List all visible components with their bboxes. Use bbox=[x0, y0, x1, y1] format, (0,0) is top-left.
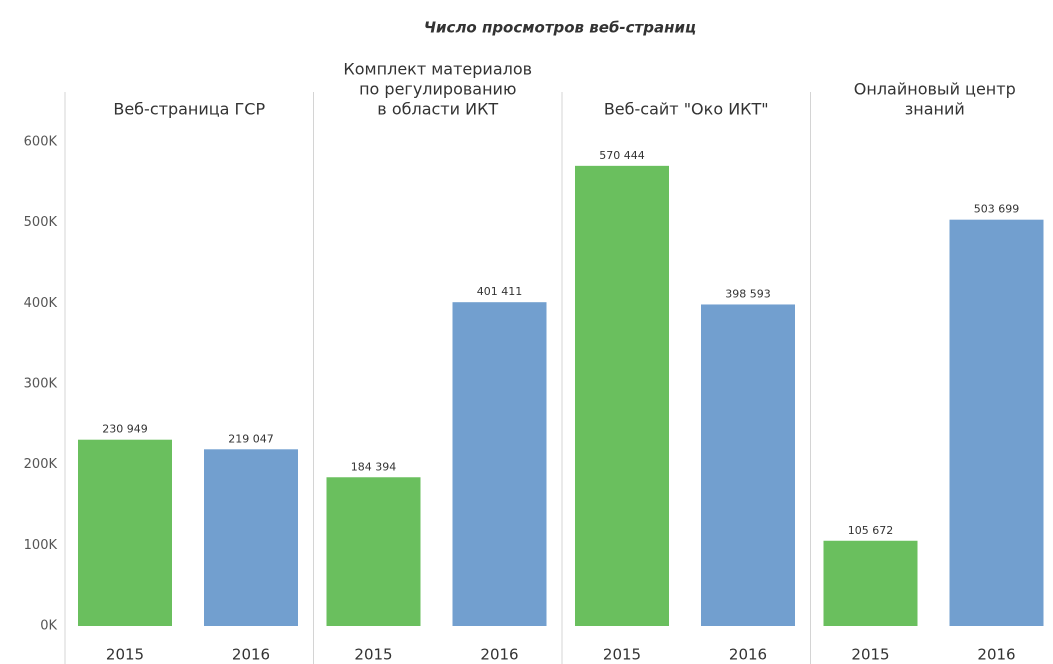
x-tick-label: 2015 bbox=[106, 646, 144, 664]
panel-header: Веб-страница ГСР bbox=[113, 100, 265, 119]
value-label: 401 411 bbox=[477, 285, 523, 298]
panel-header: по регулированию bbox=[359, 80, 516, 99]
value-label: 184 394 bbox=[351, 460, 397, 473]
x-tick-label: 2016 bbox=[232, 646, 270, 664]
y-tick-label: 600K bbox=[24, 135, 58, 150]
bar bbox=[78, 439, 172, 626]
value-label: 398 593 bbox=[725, 287, 771, 300]
x-tick-label: 2016 bbox=[729, 646, 767, 664]
panel-header: в области ИКТ bbox=[377, 100, 498, 119]
x-tick-label: 2015 bbox=[851, 646, 889, 664]
panel-header: Онлайновый центр bbox=[854, 80, 1016, 99]
y-tick-label: 100K bbox=[24, 538, 58, 553]
y-tick-label: 0K bbox=[40, 619, 57, 634]
bar bbox=[701, 304, 795, 626]
bar bbox=[823, 540, 918, 626]
value-label: 105 672 bbox=[848, 524, 894, 537]
value-label: 503 699 bbox=[974, 203, 1020, 216]
value-label: 570 444 bbox=[599, 149, 645, 162]
value-label: 219 047 bbox=[228, 432, 274, 445]
x-tick-label: 2015 bbox=[603, 646, 641, 664]
bar bbox=[204, 449, 298, 626]
panel-header: знаний bbox=[905, 100, 965, 119]
bar bbox=[575, 165, 669, 626]
y-tick-label: 200K bbox=[24, 457, 58, 472]
x-tick-label: 2015 bbox=[354, 646, 392, 664]
chart-title: Число просмотров веб-страниц bbox=[424, 19, 696, 37]
value-label: 230 949 bbox=[102, 423, 148, 436]
y-tick-label: 400K bbox=[24, 296, 58, 311]
panel-header: Комплект материалов bbox=[343, 60, 532, 79]
x-tick-label: 2016 bbox=[480, 646, 518, 664]
y-tick-label: 300K bbox=[24, 377, 58, 392]
x-tick-label: 2016 bbox=[977, 646, 1015, 664]
bar bbox=[949, 219, 1044, 626]
y-tick-label: 500K bbox=[24, 215, 58, 230]
bar bbox=[452, 302, 547, 626]
bar bbox=[326, 477, 421, 626]
panel-header: Веб-сайт "Око ИКТ" bbox=[604, 100, 769, 119]
